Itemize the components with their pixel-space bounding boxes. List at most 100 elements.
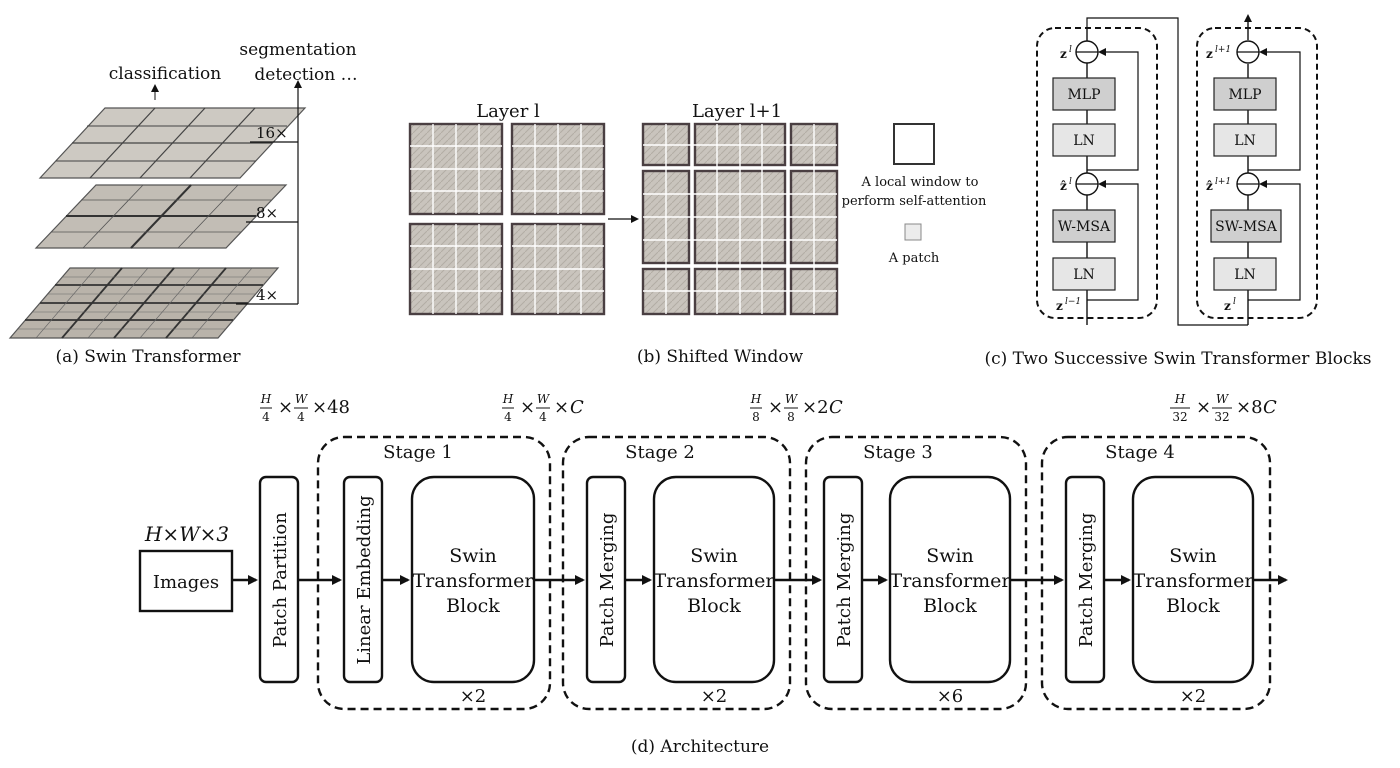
svg-text:H: H: [750, 392, 762, 406]
svg-text:8: 8: [752, 410, 760, 424]
svg-text:ẑ: ẑ: [1206, 179, 1213, 193]
swin-label-line2: Transformer: [1133, 570, 1255, 592]
swin-label-line1: Swin: [1169, 545, 1217, 567]
swin-label-line3: Block: [923, 595, 977, 617]
ln-box: [1052, 123, 1116, 157]
stage-3-box: [804, 435, 1028, 711]
patch-partition-label: Patch Partition: [270, 512, 291, 648]
svg-text:4: 4: [262, 410, 270, 424]
panel-b-caption: (b) Shifted Window: [637, 347, 804, 367]
panel-d-caption: (d) Architecture: [631, 737, 769, 757]
svg-text:32: 32: [1214, 410, 1229, 424]
stage-2-label: Stage 2: [625, 442, 695, 463]
classification-label: classification: [109, 64, 221, 84]
layer-l-windows: [408, 122, 606, 316]
svg-text:×2: ×2: [802, 397, 829, 418]
scale-16x: 16×: [256, 124, 288, 142]
ln-label: LN: [1234, 267, 1256, 283]
svg-text:32: 32: [1172, 410, 1187, 424]
stage-4-label: Stage 4: [1105, 442, 1175, 463]
scale-4x: 4×: [256, 286, 278, 304]
svg-text:×48: ×48: [312, 397, 350, 418]
swin-label-line2: Transformer: [413, 570, 535, 592]
legend-patch-swatch: [904, 223, 922, 241]
segmentation-label: segmentation: [239, 40, 356, 60]
panel-c-caption: (c) Two Successive Swin Transformer Bloc…: [984, 349, 1371, 369]
svg-text:×: ×: [554, 397, 569, 418]
svg-text:W: W: [1216, 392, 1230, 406]
dim-label-3: H 8 × W 8 ×2 C: [750, 392, 843, 424]
layer-l-label: Layer l: [476, 101, 540, 122]
mlp-label: MLP: [1067, 87, 1100, 103]
ln-box: [1052, 257, 1116, 291]
svg-text:W: W: [295, 392, 309, 406]
input-dim-label: H×W×3: [144, 522, 229, 546]
patch-merging-label: Patch Merging: [597, 513, 618, 648]
svg-text:C: C: [1263, 397, 1277, 418]
svg-text:H: H: [1174, 392, 1186, 406]
svg-text:8: 8: [787, 410, 795, 424]
svg-text:l: l: [1069, 45, 1072, 55]
swin-label-line3: Block: [1166, 595, 1220, 617]
svg-text:l−1: l−1: [1065, 297, 1081, 307]
patch-merging-label: Patch Merging: [834, 513, 855, 648]
svg-text:l+1: l+1: [1215, 45, 1231, 55]
svg-text:l: l: [1069, 177, 1072, 187]
svg-text:H: H: [260, 392, 272, 406]
svg-text:C: C: [829, 397, 843, 418]
images-label: Images: [153, 572, 219, 593]
mlp-label: MLP: [1228, 87, 1261, 103]
ln-label: LN: [1073, 267, 1095, 283]
svg-text:z: z: [1056, 299, 1063, 313]
svg-text:×: ×: [768, 397, 783, 418]
legend-window-line1: A local window to: [861, 175, 979, 190]
sw-msa-box: [1210, 209, 1282, 243]
svg-text:l: l: [1233, 297, 1236, 307]
stage-1-box: [316, 435, 552, 711]
swin-label-line1: Swin: [926, 545, 974, 567]
swin-label-line3: Block: [687, 595, 741, 617]
mlp-box: [1213, 77, 1277, 111]
svg-text:×: ×: [520, 397, 535, 418]
swin-label-line1: Swin: [690, 545, 738, 567]
svg-text:4: 4: [539, 410, 547, 424]
layer-l1-windows: [641, 122, 839, 316]
stage-2-box: [561, 435, 792, 711]
panel-a-swin-hierarchy: classification segmentation detection … …: [8, 40, 358, 367]
ln-box: [1213, 257, 1277, 291]
linear-embedding-label: Linear Embedding: [354, 495, 375, 664]
panel-d-architecture: H 4 × W 4 ×48 H 4 × W 4 × C H 8 × W 8: [138, 392, 1288, 757]
patch-merging-label: Patch Merging: [1076, 513, 1097, 648]
w-msa-box: [1052, 209, 1116, 243]
swin-label-line2: Transformer: [890, 570, 1012, 592]
dim-label-2: H 4 × W 4 × C: [502, 392, 584, 424]
stage-2-repeat: ×2: [701, 686, 728, 707]
legend-window-swatch: [893, 123, 935, 165]
stage-1-label: Stage 1: [383, 442, 453, 463]
block-connector: [1086, 17, 1248, 326]
ln-label: LN: [1234, 133, 1256, 149]
svg-text:z: z: [1224, 299, 1231, 313]
panel-b-shifted-window: Layer l Layer l+1: [408, 101, 987, 367]
svg-text:l+1: l+1: [1215, 177, 1231, 187]
svg-text:H: H: [502, 392, 514, 406]
legend-patch-label: A patch: [888, 251, 940, 266]
svg-text:z: z: [1060, 47, 1067, 61]
feature-map-8x: [34, 184, 288, 249]
legend-window-line2: perform self-attention: [842, 194, 987, 209]
svg-text:W: W: [785, 392, 799, 406]
detection-label: detection …: [254, 65, 357, 85]
stage-3-repeat: ×6: [937, 686, 964, 707]
feature-map-16x: [38, 107, 307, 179]
dim-label-4: H 32 × W 32 ×8 C: [1170, 392, 1277, 424]
svg-text:W: W: [537, 392, 551, 406]
svg-text:×: ×: [278, 397, 293, 418]
swin-label-line3: Block: [446, 595, 500, 617]
svg-text:×8: ×8: [1236, 397, 1263, 418]
layer-l1-label: Layer l+1: [692, 101, 782, 122]
svg-text:z: z: [1206, 47, 1213, 61]
mlp-box: [1052, 77, 1116, 111]
